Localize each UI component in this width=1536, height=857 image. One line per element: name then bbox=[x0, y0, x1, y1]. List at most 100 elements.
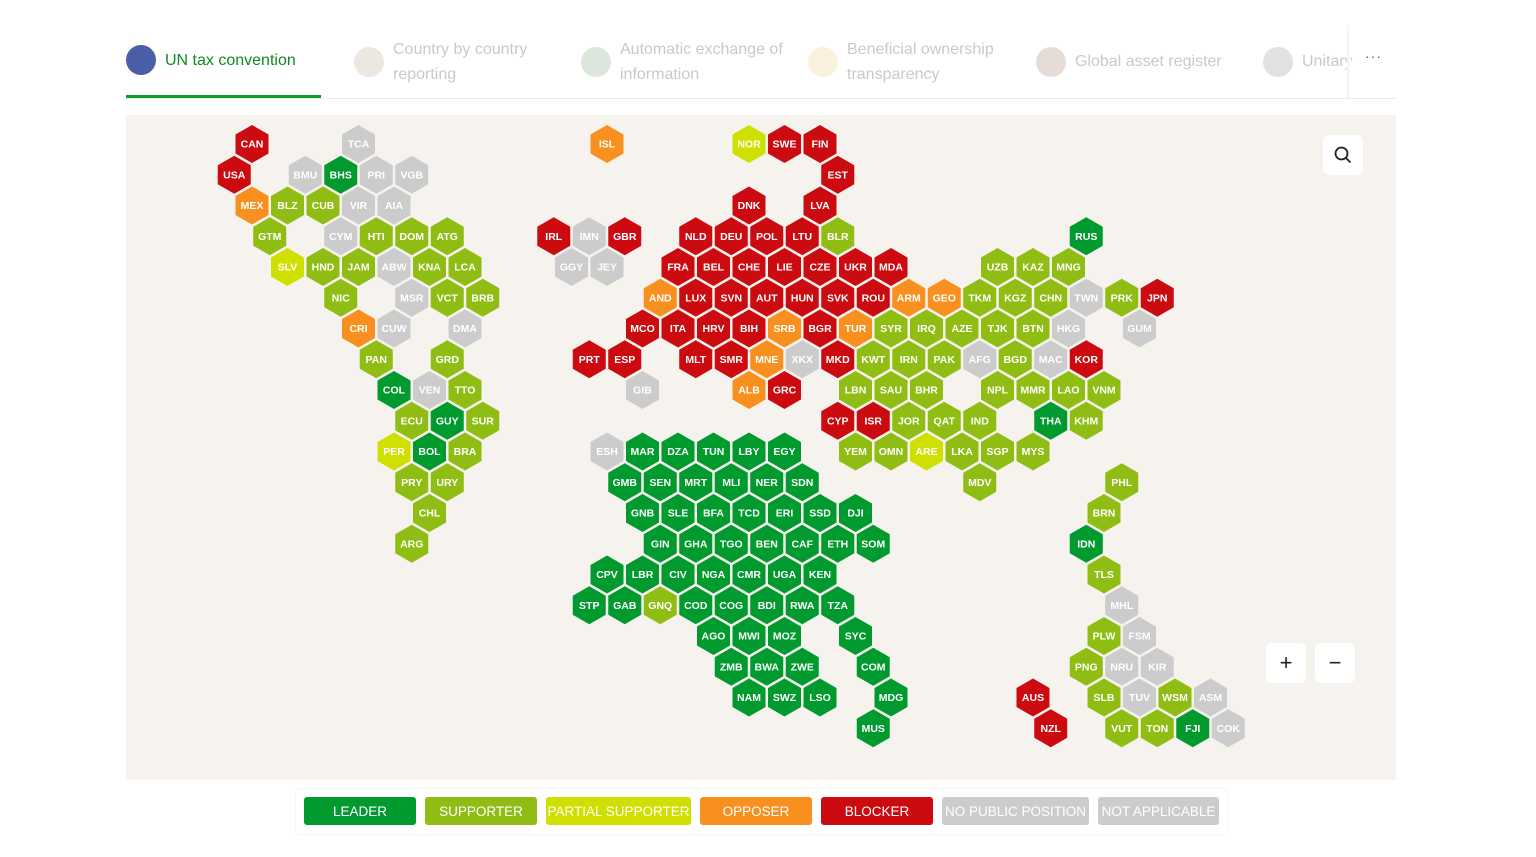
country-hex-chn[interactable]: CHN bbox=[1034, 278, 1068, 317]
country-hex-phl[interactable]: PHL bbox=[1105, 463, 1139, 502]
country-hex-kgz[interactable]: KGZ bbox=[998, 278, 1032, 317]
country-hex-blr[interactable]: BLR bbox=[821, 217, 855, 256]
country-hex-idn[interactable]: IDN bbox=[1069, 524, 1103, 563]
country-hex-atg[interactable]: ATG bbox=[430, 217, 464, 256]
country-hex-gnq[interactable]: GNQ bbox=[643, 586, 677, 625]
country-hex-alb[interactable]: ALB bbox=[732, 371, 766, 409]
country-hex-jam[interactable]: JAM bbox=[342, 248, 375, 286]
country-hex-kwt[interactable]: KWT bbox=[856, 340, 890, 379]
country-hex-smr[interactable]: SMR bbox=[714, 340, 748, 379]
country-hex-swe[interactable]: SWE bbox=[768, 125, 801, 163]
country-hex-lux[interactable]: LUX bbox=[679, 278, 713, 317]
country-hex-rwa[interactable]: RWA bbox=[785, 586, 819, 625]
country-hex-ggy[interactable]: GGY bbox=[555, 248, 588, 286]
country-hex-arg[interactable]: ARG bbox=[395, 524, 429, 563]
country-hex-dom[interactable]: DOM bbox=[395, 217, 429, 256]
country-hex-mwi[interactable]: MWI bbox=[732, 617, 766, 655]
hex-map-canvas[interactable]: CAN TCA ISL NOR SWE FIN USA BMU BHS PRI VGB EST MEX B… bbox=[126, 115, 1396, 780]
country-hex-tza[interactable]: TZA bbox=[821, 586, 855, 625]
country-hex-mli[interactable]: MLI bbox=[714, 463, 748, 502]
zoom-out-button[interactable]: − bbox=[1315, 643, 1355, 683]
country-hex-lie[interactable]: LIE bbox=[768, 248, 801, 286]
country-hex-ben[interactable]: BEN bbox=[750, 524, 784, 563]
country-hex-nld[interactable]: NLD bbox=[679, 217, 713, 256]
country-hex-bhr[interactable]: BHR bbox=[910, 371, 943, 409]
country-hex-mng[interactable]: MNG bbox=[1052, 248, 1085, 286]
country-hex-lca[interactable]: LCA bbox=[448, 248, 482, 286]
country-hex-nga[interactable]: NGA bbox=[697, 555, 730, 594]
country-hex-tuv[interactable]: TUV bbox=[1123, 678, 1156, 717]
tab-un-tax-convention[interactable]: UN tax convention bbox=[126, 25, 321, 98]
country-hex-jpn[interactable]: JPN bbox=[1140, 278, 1174, 317]
country-hex-tun[interactable]: TUN bbox=[697, 432, 730, 471]
country-hex-afg[interactable]: AFG bbox=[963, 340, 997, 379]
country-hex-sen[interactable]: SEN bbox=[643, 463, 677, 502]
country-hex-msr[interactable]: MSR bbox=[395, 278, 429, 317]
country-hex-fra[interactable]: FRA bbox=[661, 248, 695, 286]
country-hex-grd[interactable]: GRD bbox=[430, 340, 464, 379]
country-hex-pry[interactable]: PRY bbox=[395, 463, 429, 502]
country-hex-mys[interactable]: MYS bbox=[1016, 432, 1050, 471]
country-hex-uzb[interactable]: UZB bbox=[981, 248, 1014, 286]
search-button[interactable] bbox=[1323, 135, 1363, 175]
country-hex-cmr[interactable]: CMR bbox=[732, 555, 766, 594]
country-hex-vir[interactable]: VIR bbox=[342, 186, 375, 225]
country-hex-prk[interactable]: PRK bbox=[1105, 278, 1139, 317]
country-hex-slb[interactable]: SLB bbox=[1087, 678, 1121, 717]
country-hex-asm[interactable]: ASM bbox=[1194, 678, 1227, 717]
legend-partial-supporter[interactable]: PARTIAL SUPPORTER bbox=[546, 797, 691, 825]
country-hex-vct[interactable]: VCT bbox=[430, 278, 464, 317]
country-hex-ecu[interactable]: ECU bbox=[395, 401, 429, 440]
country-hex-mda[interactable]: MDA bbox=[874, 248, 908, 286]
country-hex-btn[interactable]: BTN bbox=[1016, 309, 1050, 348]
country-hex-sau[interactable]: SAU bbox=[874, 371, 908, 409]
country-hex-cok[interactable]: COK bbox=[1211, 709, 1245, 748]
country-hex-khm[interactable]: KHM bbox=[1069, 401, 1103, 440]
country-hex-sdn[interactable]: SDN bbox=[785, 463, 819, 502]
country-hex-tjk[interactable]: TJK bbox=[981, 309, 1014, 348]
country-hex-eri[interactable]: ERI bbox=[768, 494, 801, 532]
country-hex-mus[interactable]: MUS bbox=[856, 709, 890, 748]
country-hex-jor[interactable]: JOR bbox=[892, 401, 926, 440]
country-hex-tgo[interactable]: TGO bbox=[714, 524, 748, 563]
country-hex-lva[interactable]: LVA bbox=[803, 186, 837, 225]
country-hex-tcd[interactable]: TCD bbox=[732, 494, 766, 532]
country-hex-ury[interactable]: URY bbox=[430, 463, 464, 502]
country-hex-irn[interactable]: IRN bbox=[892, 340, 926, 379]
country-hex-cze[interactable]: CZE bbox=[803, 248, 837, 286]
country-hex-mkd[interactable]: MKD bbox=[821, 340, 855, 379]
country-hex-est[interactable]: EST bbox=[821, 155, 855, 194]
country-hex-mex[interactable]: MEX bbox=[235, 186, 269, 225]
country-hex-aia[interactable]: AIA bbox=[377, 186, 411, 225]
country-hex-esp[interactable]: ESP bbox=[608, 340, 642, 379]
country-hex-hun[interactable]: HUN bbox=[785, 278, 819, 317]
country-hex-cub[interactable]: CUB bbox=[306, 186, 340, 225]
country-hex-ltu[interactable]: LTU bbox=[785, 217, 819, 256]
country-hex-ita[interactable]: ITA bbox=[661, 309, 695, 348]
country-hex-abw[interactable]: ABW bbox=[377, 248, 411, 286]
country-hex-png[interactable]: PNG bbox=[1069, 647, 1103, 686]
country-hex-syc[interactable]: SYC bbox=[839, 617, 872, 655]
country-hex-nor[interactable]: NOR bbox=[732, 125, 766, 163]
country-hex-bmu[interactable]: BMU bbox=[288, 155, 322, 194]
country-hex-srb[interactable]: SRB bbox=[768, 309, 801, 348]
legend-supporter[interactable]: SUPPORTER bbox=[425, 797, 537, 825]
country-hex-imn[interactable]: IMN bbox=[572, 217, 606, 256]
country-hex-deu[interactable]: DEU bbox=[714, 217, 748, 256]
country-hex-arm[interactable]: ARM bbox=[892, 278, 926, 317]
country-hex-syr[interactable]: SYR bbox=[874, 309, 908, 348]
country-hex-gha[interactable]: GHA bbox=[679, 524, 713, 563]
country-hex-fin[interactable]: FIN bbox=[803, 125, 837, 163]
zoom-in-button[interactable]: + bbox=[1266, 643, 1306, 683]
country-hex-cuw[interactable]: CUW bbox=[377, 309, 411, 348]
country-hex-ven[interactable]: VEN bbox=[413, 371, 446, 409]
country-hex-mrt[interactable]: MRT bbox=[679, 463, 713, 502]
country-hex-egy[interactable]: EGY bbox=[768, 432, 801, 471]
country-hex-geo[interactable]: GEO bbox=[927, 278, 961, 317]
country-hex-lao[interactable]: LAO bbox=[1052, 371, 1085, 409]
country-hex-lbn[interactable]: LBN bbox=[839, 371, 872, 409]
country-hex-kna[interactable]: KNA bbox=[413, 248, 446, 286]
country-hex-moz[interactable]: MOZ bbox=[768, 617, 801, 655]
country-hex-rus[interactable]: RUS bbox=[1069, 217, 1103, 256]
country-hex-brn[interactable]: BRN bbox=[1087, 494, 1121, 532]
